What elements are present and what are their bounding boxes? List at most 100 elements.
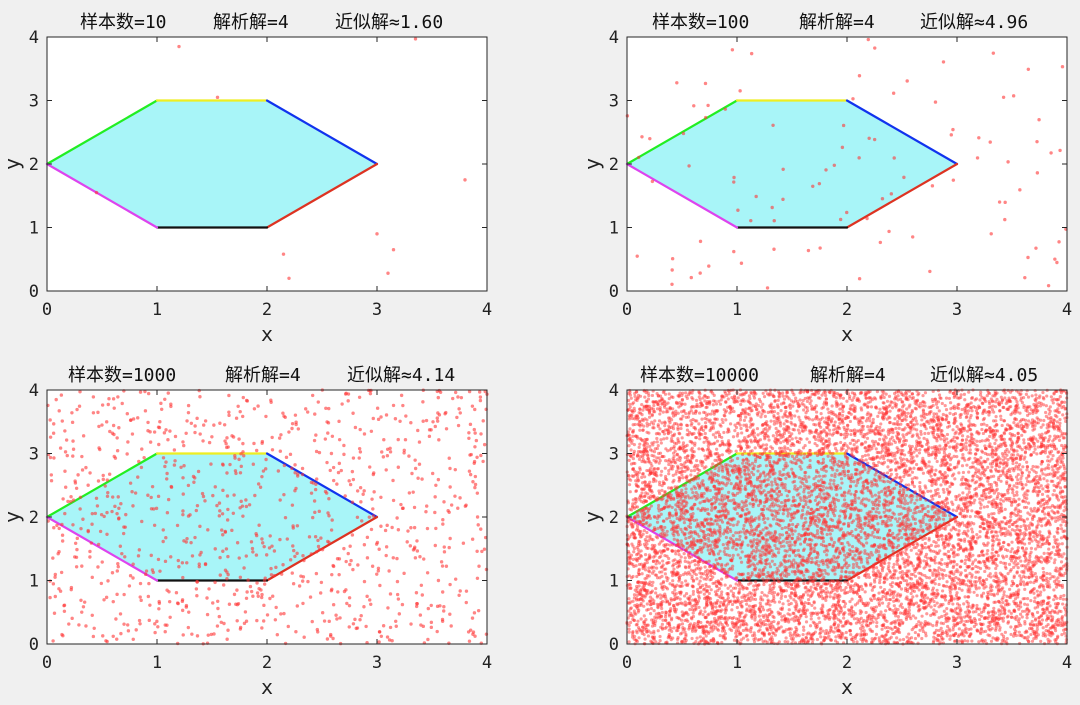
sample-point <box>348 482 353 487</box>
sample-point <box>996 554 1000 558</box>
sample-point <box>314 482 318 486</box>
sample-point <box>990 408 995 412</box>
sample-point <box>186 410 191 415</box>
sample-point <box>261 469 266 473</box>
sample-point <box>832 565 836 569</box>
sample-point <box>238 506 242 510</box>
x-tick-label: 3 <box>372 300 382 320</box>
sample-point <box>399 502 403 507</box>
y-tick-label: 2 <box>609 155 619 175</box>
sample-point <box>138 581 143 586</box>
sample-point <box>111 634 115 638</box>
sample-point <box>744 407 748 411</box>
sample-point <box>433 543 437 548</box>
sample-point <box>111 599 115 604</box>
sample-point <box>945 437 949 441</box>
sample-point <box>884 609 888 613</box>
sample-point <box>481 419 485 423</box>
sample-point <box>256 404 260 408</box>
sample-point <box>473 407 477 412</box>
sample-point <box>49 473 54 477</box>
sample-point <box>357 395 362 399</box>
sample-point <box>704 470 708 475</box>
sample-point <box>415 549 420 553</box>
sample-point <box>684 475 688 479</box>
sample-point <box>334 613 338 617</box>
sample-point <box>291 581 296 586</box>
sample-point <box>115 569 120 573</box>
sample-point <box>766 517 770 521</box>
sample-point <box>304 407 308 411</box>
sample-point <box>195 580 199 584</box>
sample-point <box>158 420 162 424</box>
sample-point <box>409 421 413 425</box>
sample-point <box>910 408 914 413</box>
hexagon-edge-upper-left <box>625 99 739 166</box>
sample-point <box>89 541 94 545</box>
sample-point <box>186 625 191 630</box>
hexagon-edge-lower-left <box>45 515 159 582</box>
sample-point <box>71 523 75 527</box>
sample-point <box>740 550 744 554</box>
sample-point <box>63 485 68 489</box>
sample-point <box>749 218 753 223</box>
sample-point <box>330 434 335 438</box>
sample-point <box>645 560 649 565</box>
sample-point <box>295 524 300 528</box>
sample-point <box>815 414 819 418</box>
sample-point <box>732 498 736 502</box>
sample-point <box>115 436 119 440</box>
sample-point <box>1025 468 1029 472</box>
sample-point <box>220 528 224 532</box>
sample-point <box>897 532 901 536</box>
sample-point <box>149 495 153 500</box>
sample-point <box>843 605 847 609</box>
sample-point <box>689 469 693 473</box>
sample-point <box>456 423 461 428</box>
sample-point <box>1040 492 1045 497</box>
sample-point <box>822 480 826 484</box>
sample-point <box>784 476 788 480</box>
sample-point <box>299 574 303 578</box>
sample-point <box>346 551 350 556</box>
sample-point <box>424 418 429 423</box>
sample-point <box>476 523 480 527</box>
sample-point <box>796 548 800 552</box>
sample-point <box>956 406 961 411</box>
sample-point <box>975 156 980 160</box>
sample-point <box>331 603 336 607</box>
sample-point <box>147 581 151 586</box>
sample-point <box>942 451 947 455</box>
sample-point <box>279 612 283 616</box>
sample-point <box>993 441 997 446</box>
sample-point <box>61 497 65 501</box>
sample-point <box>241 514 245 518</box>
sample-point <box>967 390 971 394</box>
sample-point <box>169 485 174 489</box>
sample-point <box>97 424 101 429</box>
sample-point <box>1009 611 1013 615</box>
sample-point <box>328 468 332 473</box>
sample-point <box>470 616 475 620</box>
sample-point <box>877 553 881 557</box>
sample-point <box>944 408 949 412</box>
sample-point <box>826 514 830 518</box>
sample-point <box>278 449 283 453</box>
sample-point <box>270 448 275 452</box>
sample-point <box>281 411 285 415</box>
y-axis-label: y <box>580 158 604 170</box>
sample-point <box>736 396 740 400</box>
sample-point <box>322 619 327 623</box>
sample-point <box>119 502 123 506</box>
sample-point <box>1058 503 1063 507</box>
y-axis-label: y <box>0 158 24 170</box>
sample-point <box>364 624 368 629</box>
sample-point <box>156 425 161 429</box>
sample-point <box>177 565 181 569</box>
sample-point <box>218 509 222 513</box>
sample-point <box>116 565 120 569</box>
sample-point <box>1061 436 1065 440</box>
sample-point <box>699 575 703 579</box>
sample-point <box>747 394 751 398</box>
sample-point <box>51 431 56 435</box>
